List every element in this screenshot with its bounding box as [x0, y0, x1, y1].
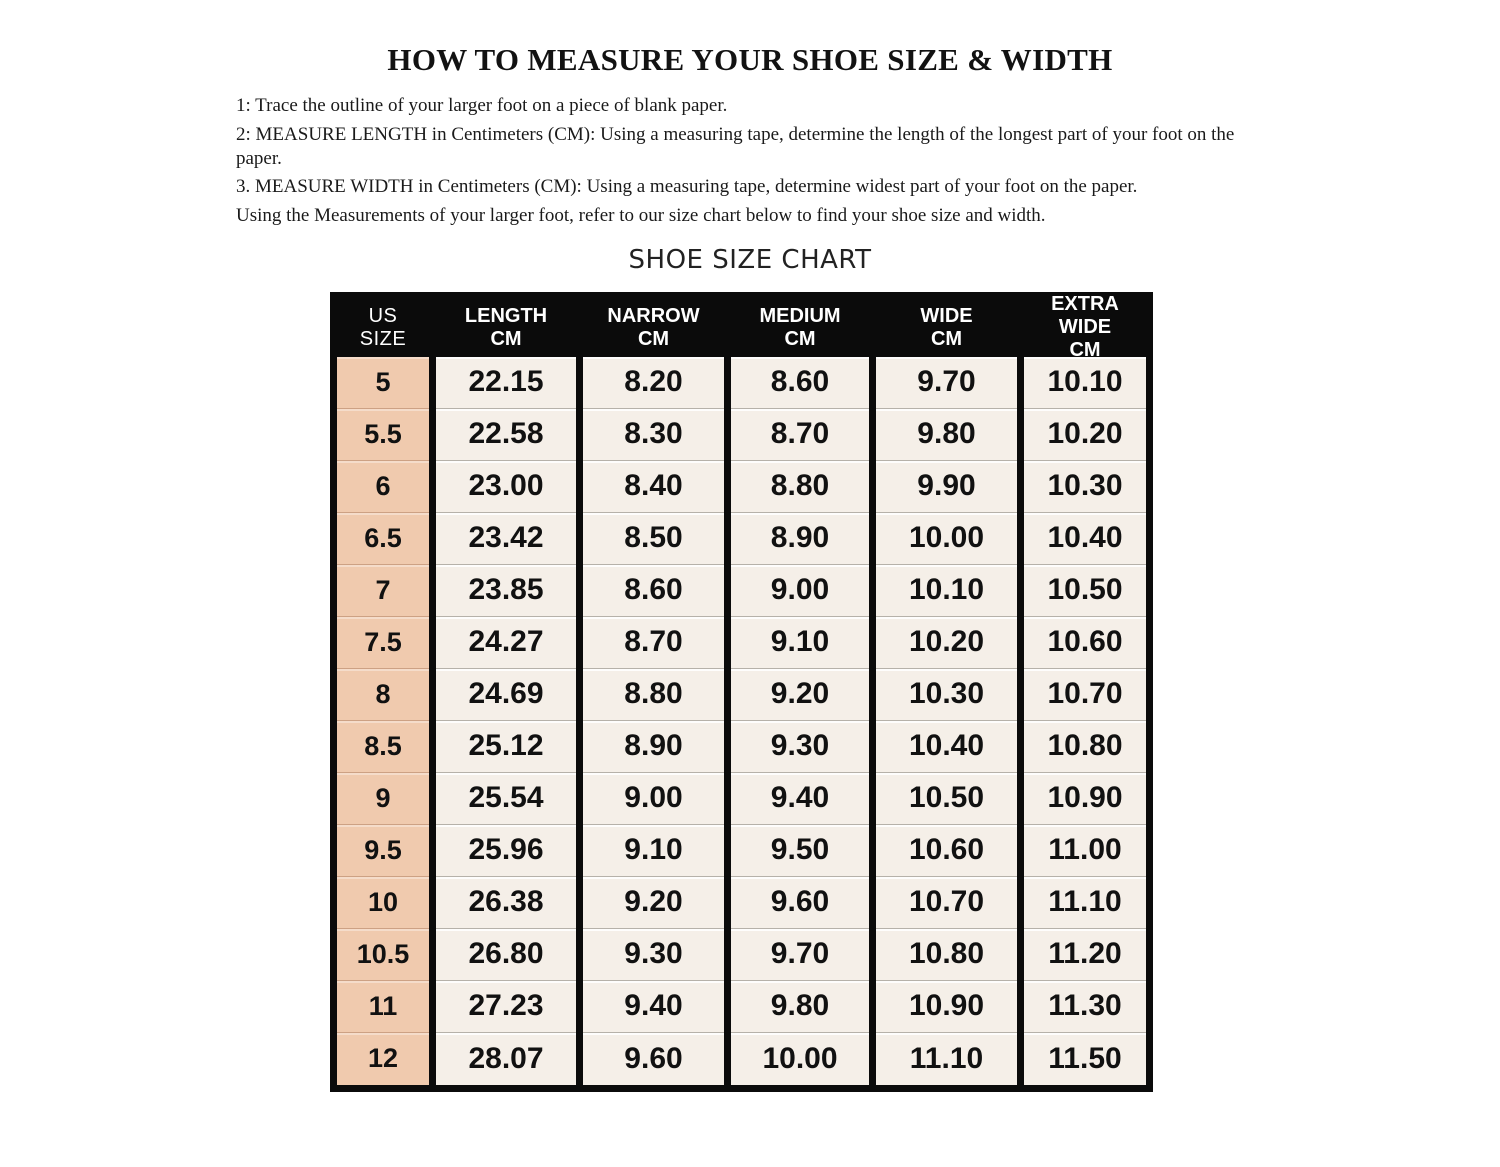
- measurement-cell: 9.40: [583, 980, 724, 1033]
- measurement-cell: 11.20: [1024, 928, 1146, 981]
- measurement-cell: 10.20: [1024, 408, 1146, 461]
- measurement-cell: 8.60: [583, 564, 724, 617]
- us-size-cell: 11: [337, 980, 429, 1033]
- measurement-cell: 8.70: [731, 408, 869, 461]
- column-header-extra-wide-cm: EXTRA WIDE CM: [1024, 293, 1146, 361]
- measurement-cell: 10.80: [1024, 720, 1146, 773]
- measurement-cell: 10.10: [1024, 356, 1146, 409]
- measurement-cell: 8.80: [731, 460, 869, 513]
- measurement-cell: 10.00: [876, 512, 1017, 565]
- us-size-cell: 8.5: [337, 720, 429, 773]
- measurement-cell: 9.50: [731, 824, 869, 877]
- measurement-cell: 11.30: [1024, 980, 1146, 1033]
- measurement-cell: 10.40: [876, 720, 1017, 773]
- measurement-cell: 11.10: [876, 1032, 1017, 1085]
- us-size-cell: 5: [337, 356, 429, 409]
- measurement-cell: 22.58: [436, 408, 576, 461]
- us-size-cell: 5.5: [337, 408, 429, 461]
- size-guide-page: HOW TO MEASURE YOUR SHOE SIZE & WIDTH 1:…: [0, 42, 1500, 1167]
- measurement-cell: 25.96: [436, 824, 576, 877]
- measurement-cell: 9.10: [583, 824, 724, 877]
- measurement-cell: 8.90: [583, 720, 724, 773]
- measurement-cell: 26.38: [436, 876, 576, 929]
- measurement-cell: 9.00: [583, 772, 724, 825]
- us-size-cell: 7.5: [337, 616, 429, 669]
- measurement-cell: 10.00: [731, 1032, 869, 1085]
- measurement-cell: 8.60: [731, 356, 869, 409]
- measurement-cell: 10.40: [1024, 512, 1146, 565]
- measurement-cell: 8.80: [583, 668, 724, 721]
- column-header-length-cm: LENGTH CM: [436, 298, 576, 357]
- us-size-cell: 6: [337, 460, 429, 513]
- measurement-cell: 9.30: [583, 928, 724, 981]
- column-header-medium-cm: MEDIUM CM: [731, 298, 869, 357]
- measurement-cell: 10.20: [876, 616, 1017, 669]
- measurement-cell: 9.60: [731, 876, 869, 929]
- measurement-cell: 9.80: [731, 980, 869, 1033]
- measurement-cell: 9.70: [876, 356, 1017, 409]
- column-header-us-size: US SIZE: [337, 298, 429, 357]
- measurement-cell: 9.20: [731, 668, 869, 721]
- measurement-cell: 11.00: [1024, 824, 1146, 877]
- column-header-wide-cm: WIDE CM: [876, 298, 1017, 357]
- measurement-cell: 8.50: [583, 512, 724, 565]
- instruction-note: Using the Measurements of your larger fo…: [236, 204, 1046, 226]
- measurement-cell: 10.30: [876, 668, 1017, 721]
- measurement-cell: 23.00: [436, 460, 576, 513]
- measurement-cell: 9.90: [876, 460, 1017, 513]
- measurement-cell: 10.70: [876, 876, 1017, 929]
- shoe-size-chart-heading: SHOE SIZE CHART: [628, 244, 872, 275]
- shoe-size-table: US SIZE LENGTH CM NARROW CM MEDIUM CM WI…: [330, 291, 1153, 1092]
- instruction-step-2: 2: MEASURE LENGTH in Centimeters (CM): U…: [236, 123, 1235, 169]
- instruction-step-1: 1: Trace the outline of your larger foot…: [236, 95, 728, 116]
- measurement-cell: 8.20: [583, 356, 724, 409]
- measurement-cell: 22.15: [436, 356, 576, 409]
- measurement-cell: 11.10: [1024, 876, 1146, 929]
- measurement-cell: 8.30: [583, 408, 724, 461]
- measurement-cell: 9.60: [583, 1032, 724, 1085]
- column-header-narrow-cm: NARROW CM: [583, 298, 724, 357]
- measurement-cell: 9.00: [731, 564, 869, 617]
- page-title: HOW TO MEASURE YOUR SHOE SIZE & WIDTH: [387, 42, 1113, 77]
- measurement-cell: 9.70: [731, 928, 869, 981]
- us-size-cell: 9: [337, 772, 429, 825]
- measurement-cell: 10.10: [876, 564, 1017, 617]
- measurement-cell: 23.85: [436, 564, 576, 617]
- measurement-cell: 10.60: [876, 824, 1017, 877]
- measurement-cell: 24.27: [436, 616, 576, 669]
- us-size-cell: 10.5: [337, 928, 429, 981]
- us-size-cell: 6.5: [337, 512, 429, 565]
- measurement-cell: 10.80: [876, 928, 1017, 981]
- measurement-cell: 9.40: [731, 772, 869, 825]
- measurement-cell: 26.80: [436, 928, 576, 981]
- measurement-cell: 25.54: [436, 772, 576, 825]
- measurement-cell: 9.30: [731, 720, 869, 773]
- us-size-cell: 10: [337, 876, 429, 929]
- measurement-cell: 28.07: [436, 1032, 576, 1085]
- measurement-cell: 10.30: [1024, 460, 1146, 513]
- us-size-cell: 9.5: [337, 824, 429, 877]
- measurement-cell: 9.10: [731, 616, 869, 669]
- measurement-cell: 24.69: [436, 668, 576, 721]
- us-size-cell: 12: [337, 1032, 429, 1085]
- measurement-cell: 8.70: [583, 616, 724, 669]
- measurement-cell: 10.70: [1024, 668, 1146, 721]
- measurement-cell: 10.60: [1024, 616, 1146, 669]
- us-size-cell: 7: [337, 564, 429, 617]
- measurement-cell: 8.40: [583, 460, 724, 513]
- measurement-cell: 23.42: [436, 512, 576, 565]
- measurement-cell: 10.90: [1024, 772, 1146, 825]
- measurement-cell: 8.90: [731, 512, 869, 565]
- measurement-cell: 11.50: [1024, 1032, 1146, 1085]
- measurement-cell: 9.20: [583, 876, 724, 929]
- us-size-cell: 8: [337, 668, 429, 721]
- measurement-cell: 27.23: [436, 980, 576, 1033]
- measurement-cell: 9.80: [876, 408, 1017, 461]
- measurement-cell: 10.50: [876, 772, 1017, 825]
- measurement-cell: 25.12: [436, 720, 576, 773]
- instruction-step-3: 3. MEASURE WIDTH in Centimeters (CM): Us…: [236, 176, 1138, 197]
- measurement-cell: 10.90: [876, 980, 1017, 1033]
- measurement-cell: 10.50: [1024, 564, 1146, 617]
- measuring-instructions: 1: Trace the outline of your larger foot…: [236, 94, 1236, 228]
